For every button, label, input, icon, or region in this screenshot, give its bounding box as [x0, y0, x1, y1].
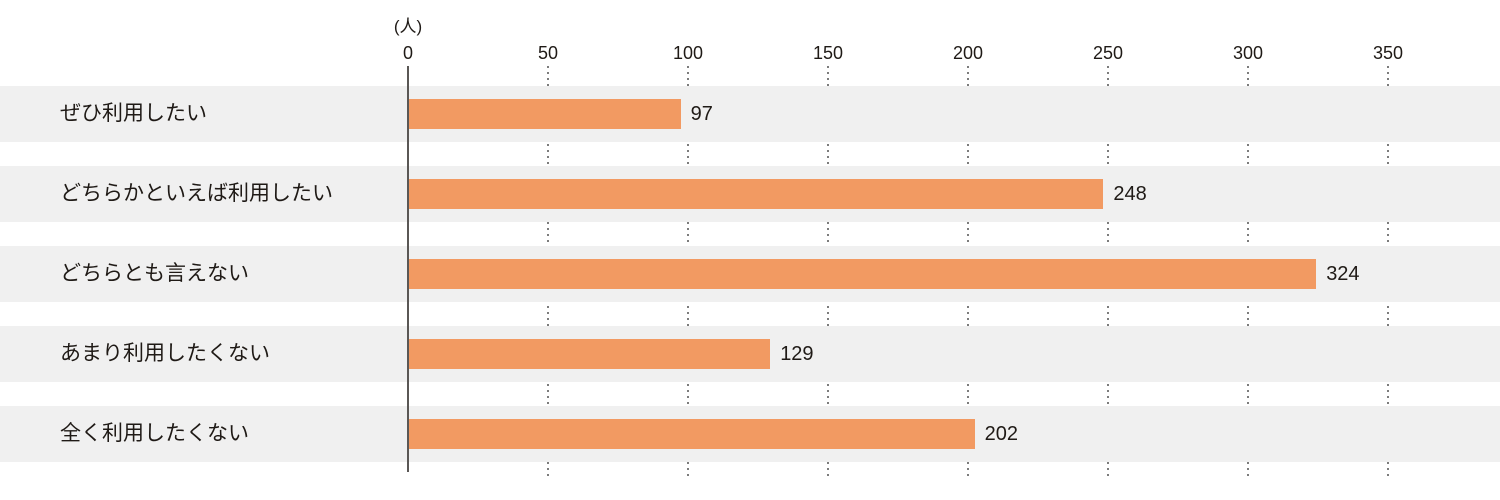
tick-label: 350	[1372, 43, 1404, 63]
category-label: あまり利用したくない	[60, 342, 270, 365]
category-label: ぜひ利用したい	[60, 102, 207, 125]
axis-line	[407, 66, 409, 472]
value-label: 324	[1326, 263, 1360, 285]
category-label: 全く利用したくない	[60, 422, 249, 445]
row-band	[0, 86, 1500, 142]
tick-label: 250	[1092, 43, 1124, 63]
tick-label: 300	[1232, 43, 1264, 63]
tick-label: 50	[537, 43, 559, 63]
tick-label: 0	[402, 43, 414, 63]
bar	[409, 339, 771, 369]
value-label: 97	[690, 103, 713, 125]
bar	[409, 179, 1104, 209]
value-label: 202	[984, 423, 1018, 445]
tick-label: 200	[952, 43, 984, 63]
value-label: 129	[780, 343, 814, 365]
axis-unit-label: (人)	[393, 17, 423, 36]
bar	[409, 419, 975, 449]
tick-label: 150	[812, 43, 844, 63]
value-label: 248	[1113, 183, 1147, 205]
bar	[409, 259, 1317, 289]
bar	[409, 99, 681, 129]
tick-label: 100	[672, 43, 704, 63]
category-label: どちらかといえば利用したい	[60, 182, 333, 205]
category-label: どちらとも言えない	[60, 262, 249, 285]
